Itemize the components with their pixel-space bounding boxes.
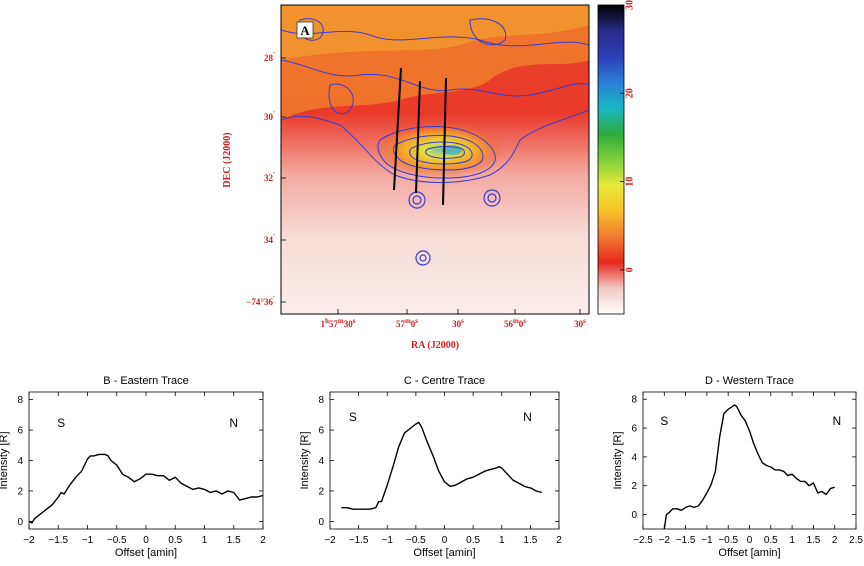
x-tick-label: 0.5 xyxy=(466,535,480,546)
x-tick-label: 1.5 xyxy=(806,535,820,546)
western-trace-chart: −2.5 −2 −1.5 −1 −0.5 0 0.5 1 1.5 2 2.5 0 2 4 6 8 D - Wes… xyxy=(612,375,863,559)
colorbar-ticks: 30 20 10 0 xyxy=(620,0,635,272)
dec-tick-label: 30′ xyxy=(264,110,275,122)
x-tick-label: 2 xyxy=(260,535,266,546)
chart-title: D - Western Trace xyxy=(705,375,794,387)
x-tick-label: 0 xyxy=(442,535,448,546)
panel-label-box xyxy=(296,21,314,39)
centre-trace-chart: −2 −1.5 −1 −0.5 0 0.5 1 1.5 2 0 2 4 6 8 C - Centre Tra… xyxy=(299,375,562,559)
colorbar-tick-label: 10 xyxy=(624,177,635,187)
x-tick-label: −1.5 xyxy=(48,535,68,546)
western-trace-line xyxy=(442,77,447,206)
x-tick-label: 1.5 xyxy=(523,535,537,546)
eastern-trace-chart: −2 −1.5 −1 −0.5 0 0.5 1 1.5 2 0 2 4 6 8 B - Eastern Tr… xyxy=(0,375,266,559)
ra-tick-label: 1h57m30s xyxy=(321,317,356,329)
y-tick-label: 8 xyxy=(631,395,637,406)
y-tick-label: 2 xyxy=(17,486,23,497)
panel-label: A xyxy=(300,23,310,38)
map-ylabel: DEC (J2000) xyxy=(222,132,233,187)
map-axes: 1h57m30s 57m0s 30s 56m0s 30s 28′ 30′ 32′ 34′ −74°… xyxy=(246,51,586,329)
y-tick-label: 6 xyxy=(318,426,324,437)
centre-trace-line xyxy=(415,80,421,194)
x-tick-label: −2 xyxy=(324,535,336,546)
x-tick-label: −1.5 xyxy=(676,535,696,546)
x-tick-label: −2 xyxy=(659,535,671,546)
upper-warm-region xyxy=(281,5,589,60)
y-tick-label: 4 xyxy=(631,452,637,463)
dec-tick-label: −74°36′ xyxy=(246,295,275,307)
direction-label: N xyxy=(229,416,238,430)
eastern-trace-line xyxy=(393,67,402,191)
x-tick-label: 1 xyxy=(202,535,208,546)
direction-label: S xyxy=(349,410,357,424)
x-tick-label: −2.5 xyxy=(633,535,653,546)
direction-label: N xyxy=(832,414,841,428)
x-axis-label: Offset [amin] xyxy=(115,547,177,559)
colorbar-tick-label: 0 xyxy=(624,267,635,272)
x-tick-label: 1.5 xyxy=(227,535,241,546)
x-tick-label: 2 xyxy=(832,535,838,546)
y-axis-label: Intensity [R] xyxy=(299,431,311,489)
direction-label: S xyxy=(660,414,668,428)
x-tick-label: −0.5 xyxy=(107,535,127,546)
x-tick-label: 0.5 xyxy=(168,535,182,546)
y-axis-label: Intensity [R] xyxy=(612,431,624,489)
trace-line xyxy=(341,421,542,510)
x-tick-label: −1 xyxy=(701,535,713,546)
y-tick-label: 8 xyxy=(318,395,324,406)
x-axis-label: Offset [amin] xyxy=(718,547,780,559)
colorbar-tick-label: 20 xyxy=(624,88,635,98)
y-tick-label: 2 xyxy=(631,481,637,492)
y-tick-label: 8 xyxy=(17,395,23,406)
dec-tick-label: 34′ xyxy=(264,233,275,245)
map-frame xyxy=(280,4,590,315)
plot-frame xyxy=(28,391,264,530)
chart-title: B - Eastern Trace xyxy=(103,375,189,387)
x-tick-label: −1 xyxy=(382,535,394,546)
map-xlabel: RA (J2000) xyxy=(411,340,459,351)
y-tick-label: 6 xyxy=(631,424,637,435)
x-tick-label: −1 xyxy=(82,535,94,546)
x-tick-label: −1.5 xyxy=(349,535,369,546)
y-tick-label: 4 xyxy=(318,456,324,467)
y-tick-label: 6 xyxy=(17,426,23,437)
x-tick-label: −0.5 xyxy=(718,535,738,546)
direction-label: S xyxy=(57,416,65,430)
y-tick-label: 0 xyxy=(318,517,324,528)
x-tick-label: −0.5 xyxy=(406,535,426,546)
ra-tick-label: 56m0s xyxy=(504,317,526,329)
y-tick-label: 2 xyxy=(318,486,324,497)
compact-sources xyxy=(408,189,501,266)
x-tick-label: 2.5 xyxy=(849,535,863,546)
x-tick-label: 1 xyxy=(499,535,505,546)
x-tick-label: −2 xyxy=(23,535,35,546)
ra-tick-label: 30s xyxy=(574,317,586,329)
chart-title: C - Centre Trace xyxy=(404,375,485,387)
dec-tick-label: 28′ xyxy=(264,51,275,63)
direction-label: N xyxy=(523,410,532,424)
trace-line xyxy=(663,404,835,530)
ra-tick-label: 30s xyxy=(452,317,464,329)
y-tick-label: 4 xyxy=(17,456,23,467)
colorbar: 30 20 10 0 xyxy=(597,0,635,315)
x-tick-label: 0 xyxy=(143,535,149,546)
colorbar-tick-label: 30 xyxy=(624,0,635,10)
x-tick-label: 2 xyxy=(556,535,562,546)
y-axis-label: Intensity [R] xyxy=(0,431,10,489)
ra-tick-label: 57m0s xyxy=(396,317,418,329)
x-tick-label: 0 xyxy=(747,535,753,546)
intensity-map: A 1h57m30s 57m0s 30s 56m0s 30s 28′ 30′ 32′ 34′ −7… xyxy=(222,4,590,351)
x-tick-label: 0.5 xyxy=(764,535,778,546)
colorbar-fill xyxy=(597,4,625,315)
y-tick-label: 0 xyxy=(631,510,637,521)
y-tick-label: 0 xyxy=(17,517,23,528)
x-axis-label: Offset [amin] xyxy=(413,547,475,559)
x-tick-label: 1 xyxy=(789,535,795,546)
trace-line xyxy=(28,453,264,524)
dec-tick-label: 32′ xyxy=(264,171,275,183)
